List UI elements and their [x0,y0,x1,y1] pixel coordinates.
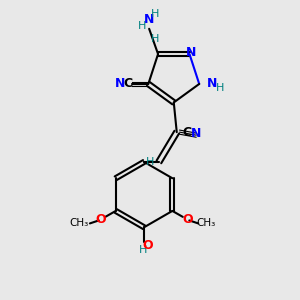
Text: H: H [138,244,147,255]
Text: H: H [146,157,154,167]
Text: N: N [115,77,125,91]
Text: CH₃: CH₃ [196,218,215,228]
Text: O: O [96,213,106,226]
Text: O: O [142,238,153,252]
Text: N: N [191,127,201,140]
Text: H: H [151,9,159,19]
Text: C: C [123,77,132,91]
Text: C: C [183,126,192,139]
Text: CH₃: CH₃ [70,218,89,228]
Text: N: N [207,77,217,91]
Text: N: N [186,46,196,59]
Text: H: H [137,21,146,31]
Text: O: O [182,213,193,226]
Text: H: H [216,83,224,93]
Text: N: N [144,14,154,26]
Text: H: H [151,34,159,44]
